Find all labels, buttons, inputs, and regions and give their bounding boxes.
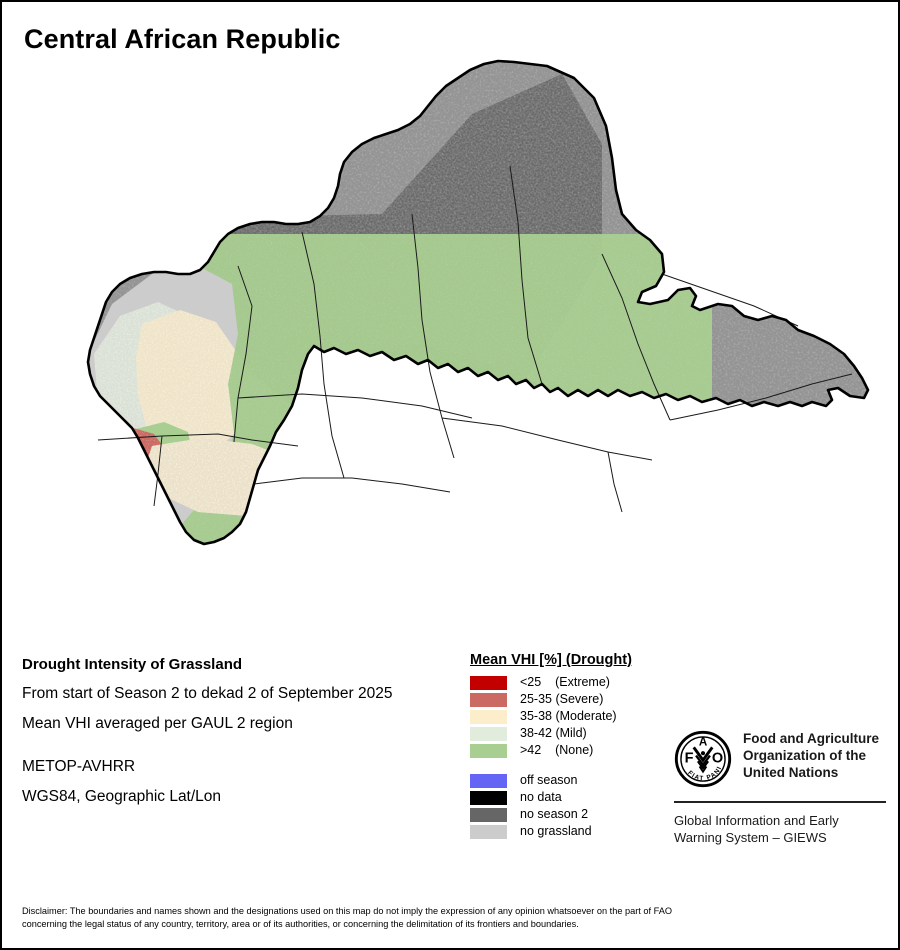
fao-name-line3: United Nations [743,765,839,780]
national-boundary [86,59,870,546]
disclaimer-line1: Disclaimer: The boundaries and names sho… [22,906,672,916]
disclaimer: Disclaimer: The boundaries and names sho… [22,905,884,932]
fao-logo-icon: F A O FIAT PANIS [674,730,732,788]
svg-text:O: O [712,750,723,766]
legend-item-off-season[interactable]: off season [470,772,670,789]
info-aggregation: Mean VHI averaged per GAUL 2 region [22,714,293,732]
legend-label-off-season: off season [520,773,578,788]
fao-name-line2: Organization of the [743,748,866,763]
map-legend: Mean VHI [%] (Drought) <25 (Extreme) 25-… [470,652,670,840]
legend-swatch-severe [470,692,507,707]
info-sensor: METOP-AVHRR [22,758,136,775]
legend-item-severe[interactable]: 25-35 (Severe) [470,691,670,708]
legend-swatch-mild [470,726,507,741]
info-heading: Drought Intensity of Grassland [22,656,243,673]
legend-item-none[interactable]: >42 (None) [470,742,670,759]
legend-item-mild[interactable]: 38-42 (Mild) [470,725,670,742]
legend-item-no-data[interactable]: no data [470,789,670,806]
admin-boundaries-internal [97,165,853,513]
legend-title: Mean VHI [%] (Drought) [470,652,632,668]
legend-item-no-grassland[interactable]: no grassland [470,823,670,840]
disclaimer-line2: concerning the legal status of any count… [22,919,579,930]
map-info-block: Drought Intensity of Grassland From star… [22,657,462,818]
fao-divider [674,801,886,803]
legend-label-severe: 25-35 (Severe) [520,692,604,707]
legend-swatch-no-grassland [470,824,507,839]
legend-swatch-no-season-2 [470,807,507,822]
giews-line2: Warning System – GIEWS [674,829,827,845]
legend-swatch-no-data [470,790,507,805]
legend-label-no-data: no data [520,790,562,805]
svg-text:A: A [699,736,708,749]
map-canvas[interactable] [2,54,898,644]
info-projection: WGS84, Geographic Lat/Lon [22,787,222,805]
car-choropleth-map[interactable] [2,54,898,644]
legend-swatch-moderate [470,709,507,724]
legend-label-no-grassland: no grassland [520,824,592,839]
legend-spacer [470,759,670,772]
legend-item-no-season-2[interactable]: no season 2 [470,806,670,823]
legend-label-mild: 38-42 (Mild) [520,726,587,741]
legend-item-moderate[interactable]: 35-38 (Moderate) [470,708,670,725]
fao-name: Food and Agriculture Organization of the… [743,730,879,781]
legend-swatch-extreme [470,675,507,690]
legend-label-moderate: 35-38 (Moderate) [520,709,617,724]
giews-name: Global Information and Early Warning Sys… [674,813,889,847]
legend-item-extreme[interactable]: <25 (Extreme) [470,674,670,691]
page-title: Central African Republic [24,24,341,54]
giews-line1: Global Information and Early [674,813,839,828]
legend-swatch-off-season [470,773,507,788]
legend-swatch-none [470,743,507,758]
legend-label-no-season-2: no season 2 [520,807,589,822]
info-gap [22,745,462,759]
svg-text:F: F [685,750,694,766]
map-raster [88,61,868,544]
fao-name-line1: Food and Agriculture [743,731,879,746]
fao-branding: F A O FIAT PANIS Food and Agriculture Or… [674,730,889,847]
legend-label-extreme: <25 (Extreme) [520,675,610,690]
legend-label-none: >42 (None) [520,743,594,758]
info-period: From start of Season 2 to dekad 2 of Sep… [22,685,393,702]
